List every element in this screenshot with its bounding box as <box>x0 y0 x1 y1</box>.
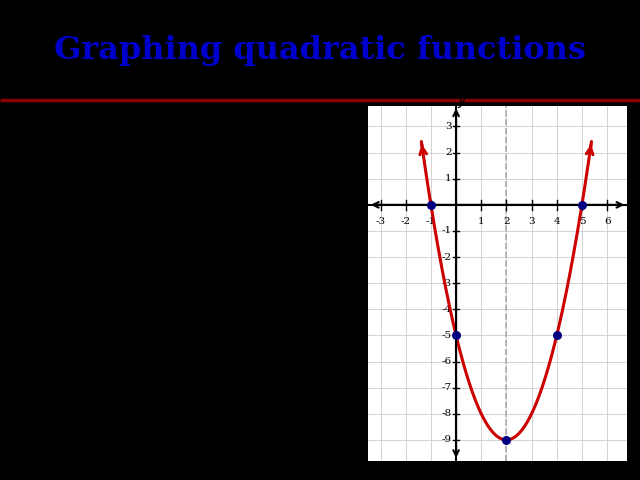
Text: d): d) <box>26 412 45 430</box>
Text: -9: -9 <box>442 435 452 444</box>
Text: 6: 6 <box>604 216 611 226</box>
Text: -2: -2 <box>442 252 452 262</box>
Text: -4: -4 <box>442 305 452 314</box>
Text: -2: -2 <box>401 216 411 226</box>
Text: 3: 3 <box>528 216 535 226</box>
Text: -1: -1 <box>426 216 436 226</box>
Text: 1: 1 <box>478 216 484 226</box>
Text: $x$: $x$ <box>628 189 640 203</box>
Text: -3: -3 <box>442 279 452 288</box>
Text: -6: -6 <box>442 357 452 366</box>
Text: 2: 2 <box>445 148 452 157</box>
Text: $y = x^2 - 4x - 5$: $y = x^2 - 4x - 5$ <box>74 144 216 170</box>
Text: a): a) <box>26 148 45 166</box>
Text: -1: -1 <box>442 227 452 236</box>
Text: 2: 2 <box>503 216 509 226</box>
Text: 1: 1 <box>445 174 452 183</box>
Text: b): b) <box>26 235 45 253</box>
Text: -5: -5 <box>442 331 452 340</box>
Text: $y = -3x^2 + 6x + 1$: $y = -3x^2 + 6x + 1$ <box>74 231 252 257</box>
Text: 4: 4 <box>554 216 560 226</box>
Text: $y$: $y$ <box>456 94 468 109</box>
Text: $y = -2x^2 + 8x - 11$: $y = -2x^2 + 8x - 11$ <box>74 408 264 434</box>
Text: 5: 5 <box>579 216 585 226</box>
Text: $y = 4x^2 + 12x + 9$: $y = 4x^2 + 12x + 9$ <box>74 317 241 343</box>
Text: -3: -3 <box>376 216 386 226</box>
Text: c): c) <box>26 322 44 339</box>
Text: -8: -8 <box>442 409 452 418</box>
Text: 3: 3 <box>445 122 452 131</box>
Text: -7: -7 <box>442 383 452 392</box>
Text: Graphing quadratic functions: Graphing quadratic functions <box>54 35 586 66</box>
